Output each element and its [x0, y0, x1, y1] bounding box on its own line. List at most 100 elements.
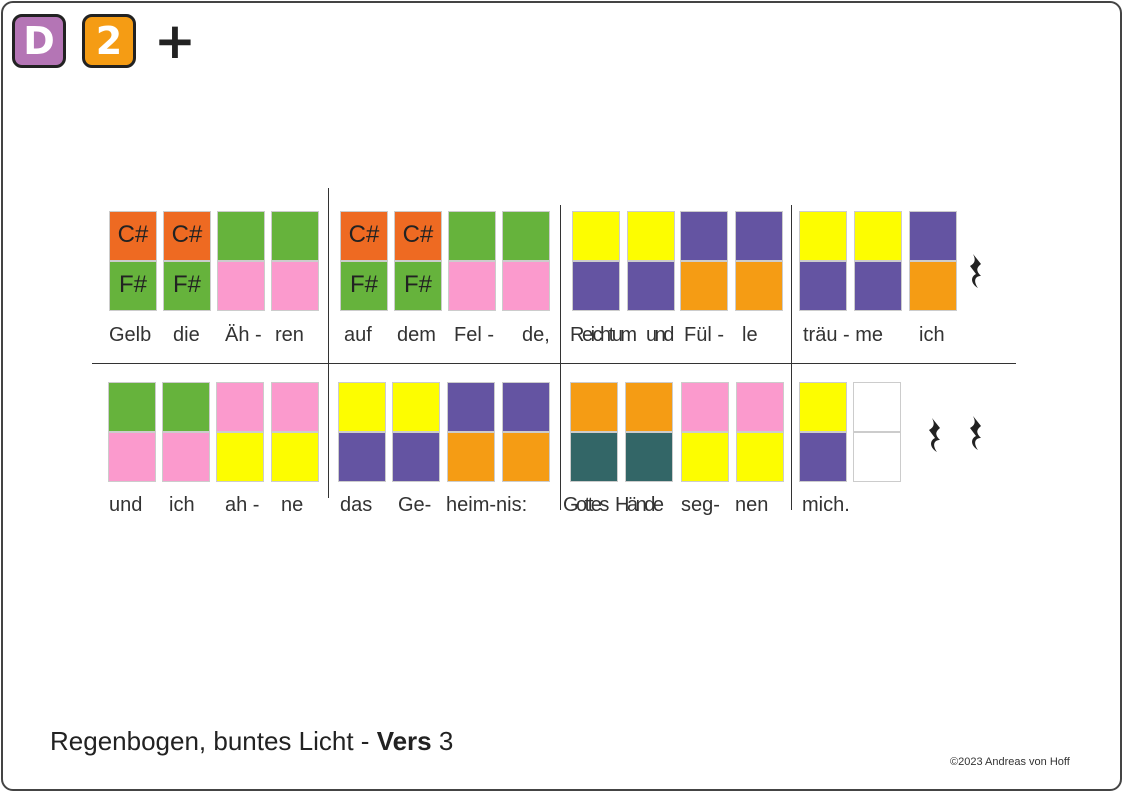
note-block [502, 382, 550, 482]
lyric-word: Hände [615, 494, 664, 516]
level-badge-2: 2 [82, 14, 136, 68]
note-label: F# [349, 271, 378, 298]
note-block [162, 382, 210, 482]
note-block [502, 211, 550, 311]
note-label: C# [402, 221, 434, 248]
note-bottom-color [162, 432, 210, 482]
note-bottom-color [681, 432, 729, 482]
note-block [448, 211, 496, 311]
note-block [909, 211, 957, 311]
quarter-rest-icon [970, 254, 981, 288]
note-bottom-color [447, 432, 495, 482]
note-top-color [681, 382, 729, 432]
note-label: C# [117, 221, 149, 248]
lyric-word: Gottes [563, 494, 609, 516]
note-top-color [394, 211, 442, 261]
lyric-word: seg- [681, 494, 720, 516]
lyric-word: auf [344, 324, 372, 346]
note-top-color [392, 382, 440, 432]
lyric-word: Gelb [109, 324, 152, 346]
lyric-word: ah - [225, 494, 260, 516]
note-bottom-color [394, 261, 442, 311]
note-block [217, 211, 265, 311]
note-bottom-color [680, 261, 728, 311]
lyric-word: Ge- [398, 494, 432, 516]
note-block [854, 211, 902, 311]
note-bottom-color [853, 432, 901, 482]
note-label: F# [403, 271, 432, 298]
song-title: Regenbogen, buntes Licht - Vers 3 [50, 726, 454, 756]
note-bottom-color [799, 261, 847, 311]
lyric-word: le [742, 324, 758, 346]
row-divider [92, 363, 1016, 364]
note-block [216, 382, 264, 482]
note-bottom-color [271, 261, 319, 311]
bar-line [791, 205, 792, 510]
note-block [392, 382, 440, 482]
bar-line [560, 205, 561, 510]
note-top-color [736, 382, 784, 432]
lyric-word: de, [522, 324, 550, 346]
note-bottom-color [502, 261, 550, 311]
lyric-word: träu - me [803, 324, 884, 346]
note-bottom-color [338, 432, 386, 482]
note-bottom-color [216, 432, 264, 482]
note-top-color [502, 382, 550, 432]
note-top-color [216, 382, 264, 432]
note-block [572, 211, 620, 311]
lyric-word: ich [919, 324, 945, 346]
note-block [735, 211, 783, 311]
lyric-word: und [646, 324, 674, 346]
note-top-color [447, 382, 495, 432]
note-top-color [735, 211, 783, 261]
note-bottom-color [392, 432, 440, 482]
lyric-word: Fel - [454, 324, 494, 346]
note-bottom-color [909, 261, 957, 311]
quarter-rest-icon [970, 416, 981, 450]
copyright: ©2023 Andreas von Hoff [950, 756, 1070, 768]
lyric-word: die [173, 324, 200, 346]
note-top-color [909, 211, 957, 261]
note-block [271, 211, 319, 311]
note-block [681, 382, 729, 482]
note-top-color [163, 211, 211, 261]
note-bottom-color [109, 261, 157, 311]
note-top-color [625, 382, 673, 432]
note-block [625, 382, 673, 482]
note-block [799, 382, 847, 482]
note-bottom-color [340, 261, 388, 311]
note-label: F# [172, 271, 201, 298]
note-top-color [627, 211, 675, 261]
note-block [108, 382, 156, 482]
note-top-color [448, 211, 496, 261]
note-block [271, 382, 319, 482]
lyric-word: Äh - [225, 324, 262, 346]
note-bottom-color [572, 261, 620, 311]
bar-line [328, 188, 329, 498]
lyric-word: ich [169, 494, 195, 516]
note-bottom-color [625, 432, 673, 482]
note-block [627, 211, 675, 311]
lyric-word: Fül - [684, 324, 724, 346]
note-bottom-color [271, 432, 319, 482]
note-top-color [109, 211, 157, 261]
lyric-word: heim-nis: [446, 494, 528, 516]
note-bottom-color [108, 432, 156, 482]
note-top-color [338, 382, 386, 432]
note-label: C# [171, 221, 203, 248]
note-bottom-color [736, 432, 784, 482]
note-top-color [271, 382, 319, 432]
note-block [338, 382, 386, 482]
lyric-word: ne [281, 494, 304, 516]
note-block: C# F# [163, 211, 211, 311]
note-top-color [799, 382, 847, 432]
quarter-rest-icon [929, 418, 940, 452]
note-top-color [271, 211, 319, 261]
lyric-word: und [109, 494, 143, 516]
note-block [447, 382, 495, 482]
note-top-color [853, 382, 901, 432]
note-block [736, 382, 784, 482]
note-top-color [854, 211, 902, 261]
note-top-color [108, 382, 156, 432]
plus-icon: + [154, 12, 196, 70]
